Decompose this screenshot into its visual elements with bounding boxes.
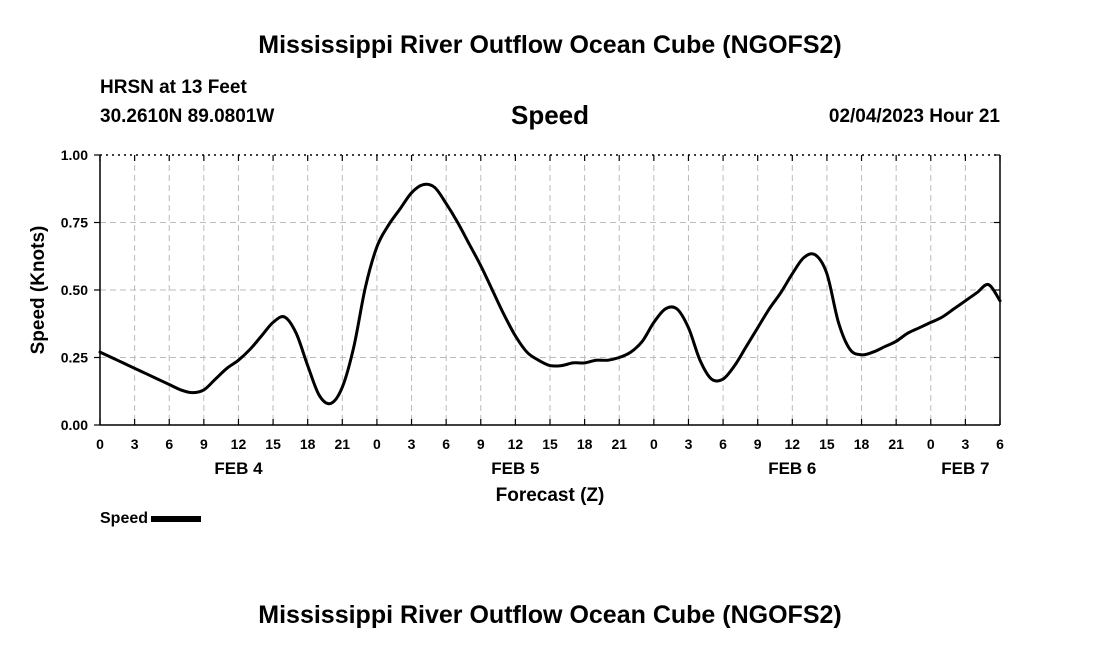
y-tick-label: 0.00 <box>61 417 88 433</box>
speed-series-line <box>98 182 1002 406</box>
x-tick-label: 18 <box>577 436 593 452</box>
x-tick-label: 3 <box>408 436 416 452</box>
x-tick-label: 0 <box>927 436 935 452</box>
footer-title: Mississippi River Outflow Ocean Cube (NG… <box>258 601 842 629</box>
x-tick-label: 9 <box>477 436 485 452</box>
y-tick-label: 0.25 <box>61 350 88 366</box>
x-tick-label: 3 <box>685 436 693 452</box>
forecast-datetime: 02/04/2023 Hour 21 <box>828 106 1000 127</box>
x-tick-label: 0 <box>96 436 104 452</box>
station-label: HRSN at 13 Feet <box>100 77 247 98</box>
date-label: FEB 5 <box>491 459 539 478</box>
x-tick-label: 18 <box>854 436 870 452</box>
x-tick-label: 21 <box>611 436 627 452</box>
speed-chart: 0 3 6 9 12 15 18 21 0 3 6 9 12 15 18 21 0 3 6 9 12 15 18 21 0 3 6 0… <box>28 147 1004 506</box>
legend: Speed <box>100 509 202 529</box>
x-tick-label: 9 <box>754 436 762 452</box>
x-tick-label: 0 <box>650 436 658 452</box>
x-tick-label: 21 <box>335 436 351 452</box>
x-tick-label: 6 <box>165 436 173 452</box>
x-tick-label: 9 <box>200 436 208 452</box>
x-tick-label: 3 <box>961 436 969 452</box>
y-axis-label: Speed (Knots) <box>28 226 49 355</box>
coordinates-label: 30.2610N 89.0801W <box>100 106 275 127</box>
x-tick-label: 6 <box>719 436 727 452</box>
y-tick-label: 0.75 <box>61 215 88 231</box>
x-tick-label: 12 <box>508 436 524 452</box>
x-tick-label: 15 <box>542 436 558 452</box>
x-tick-label: 15 <box>265 436 281 452</box>
x-tick-label: 21 <box>888 436 904 452</box>
x-axis-label: Forecast (Z) <box>496 485 605 506</box>
legend-line-swatch <box>151 515 202 522</box>
y-tick-label: 0.50 <box>61 282 88 298</box>
x-tick-label: 18 <box>300 436 316 452</box>
y-tick-label: 1.00 <box>61 147 88 163</box>
x-tick-label: 0 <box>373 436 381 452</box>
x-tick-label: 6 <box>996 436 1004 452</box>
x-tick-label: 12 <box>785 436 801 452</box>
grid-lines <box>100 155 1000 425</box>
x-tick-label: 6 <box>442 436 450 452</box>
date-label: FEB 7 <box>941 459 989 478</box>
x-tick-label: 12 <box>231 436 247 452</box>
x-tick-label: 15 <box>819 436 835 452</box>
legend-label: Speed <box>100 510 149 527</box>
chart-title: Mississippi River Outflow Ocean Cube (NG… <box>258 31 842 59</box>
date-label: FEB 6 <box>768 459 816 478</box>
plot-title: Speed <box>510 100 590 130</box>
date-label: FEB 4 <box>214 459 263 478</box>
x-tick-label: 3 <box>131 436 139 452</box>
